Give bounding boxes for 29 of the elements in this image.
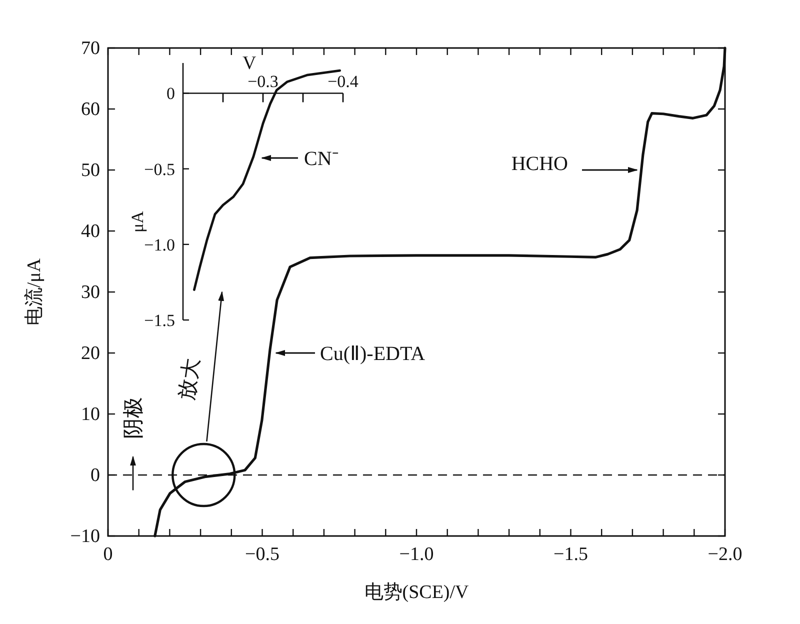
y-tick-label: 10: [81, 404, 100, 425]
x-axis-title: V: [242, 53, 257, 74]
x-tick-label: −0.4: [328, 72, 359, 92]
y-tick-label: 70: [81, 38, 100, 59]
y-tick-label: −0.5: [144, 160, 175, 179]
annotation: 阴极: [121, 397, 145, 439]
annotation: CN⁻: [304, 148, 339, 170]
x-tick-label: −1.5: [554, 544, 588, 565]
x-tick-label: −2.0: [708, 544, 742, 565]
y-tick-label: −1.0: [144, 235, 175, 254]
y-tick-label: 0: [166, 84, 175, 104]
x-tick-label: −0.3: [248, 72, 278, 92]
y-tick-label: 50: [81, 160, 100, 181]
x-tick-label: −1.0: [399, 544, 434, 565]
annotation: Cu(Ⅱ)-EDTA: [320, 343, 426, 365]
annotation: 放大: [174, 356, 204, 402]
y-tick-label: 20: [81, 343, 100, 364]
y-tick-label: 0: [90, 465, 100, 486]
y-tick-label: −10: [70, 526, 100, 547]
x-tick-label: 0: [103, 544, 113, 565]
annotation: HCHO: [511, 153, 568, 175]
y-tick-label: 60: [81, 99, 100, 120]
y-tick-label: −1.5: [144, 311, 175, 330]
y-axis-title: μA: [128, 210, 147, 232]
x-tick-label: −0.5: [245, 544, 280, 565]
y-tick-label: 30: [81, 282, 100, 303]
y-axis-title: 电流/μA: [23, 258, 45, 326]
x-axis-title: 电势(SCE)/V: [364, 582, 470, 603]
y-tick-label: 40: [81, 221, 100, 242]
